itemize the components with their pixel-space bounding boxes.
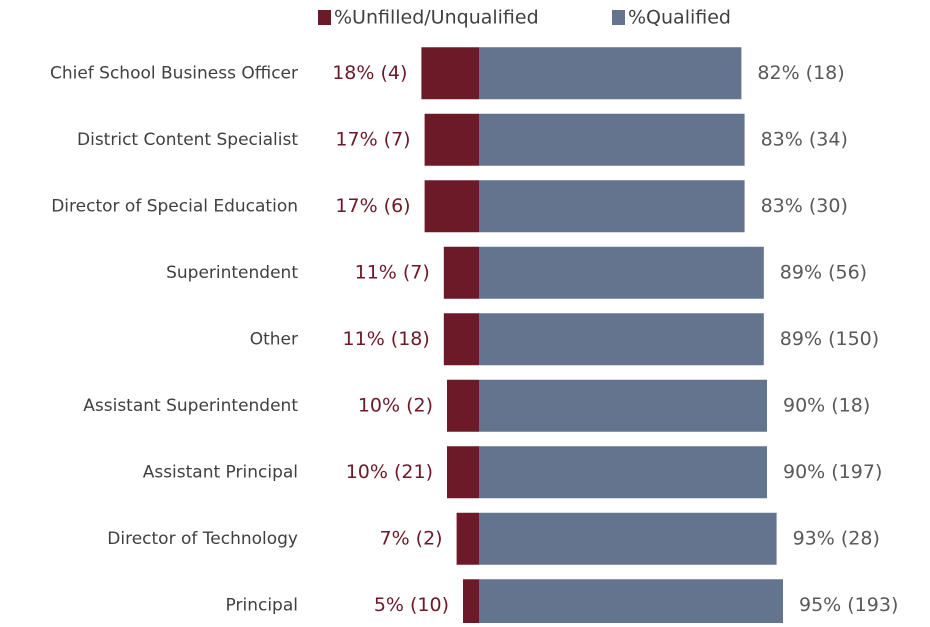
category-label: Other	[250, 329, 298, 349]
legend-label: %Qualified	[628, 7, 731, 29]
data-label: 11% (7)	[355, 261, 430, 283]
data-label: 90% (18)	[783, 394, 870, 416]
category-label: Assistant Superintendent	[83, 396, 298, 416]
data-label: 17% (6)	[335, 195, 410, 217]
data-label: 7% (2)	[379, 527, 442, 549]
data-label: 18% (4)	[332, 62, 407, 84]
data-label: 89% (56)	[780, 261, 867, 283]
bar	[421, 47, 479, 100]
category-label: Chief School Business Officer	[50, 63, 298, 83]
category-label: District Content Specialist	[77, 130, 298, 150]
category-label: Assistant Principal	[143, 462, 298, 482]
data-label: 82% (18)	[757, 62, 844, 84]
data-label: 95% (193)	[799, 594, 898, 616]
category-label: Principal	[226, 595, 298, 615]
bar	[479, 512, 777, 565]
bar	[479, 313, 764, 366]
data-label: 5% (10)	[374, 594, 449, 616]
category-label: Director of Technology	[107, 529, 298, 549]
data-label: 17% (7)	[335, 128, 410, 150]
bar	[479, 379, 767, 432]
bar	[479, 446, 767, 499]
bar	[456, 512, 479, 565]
bar	[479, 579, 783, 627]
category-label: Superintendent	[166, 263, 298, 283]
data-label: 83% (34)	[761, 128, 848, 150]
bar	[424, 180, 479, 233]
legend-swatch	[318, 10, 331, 25]
bar	[447, 379, 479, 432]
bar	[479, 47, 742, 100]
bar	[424, 113, 479, 166]
legend-swatch	[612, 10, 625, 25]
bar	[447, 446, 479, 499]
bar	[479, 246, 764, 299]
data-label: 83% (30)	[761, 195, 848, 217]
bar	[479, 180, 745, 233]
data-label: 10% (2)	[358, 394, 433, 416]
data-label: 90% (197)	[783, 461, 882, 483]
bar	[479, 113, 745, 166]
data-label: 10% (21)	[346, 461, 433, 483]
bar	[443, 246, 479, 299]
legend-label: %Unfilled/Unqualified	[334, 7, 539, 29]
data-label: 93% (28)	[793, 527, 880, 549]
data-label: 89% (150)	[780, 328, 879, 350]
category-label: Director of Special Education	[51, 196, 298, 216]
data-label: 11% (18)	[343, 328, 430, 350]
bar	[463, 579, 479, 627]
bar	[443, 313, 479, 366]
